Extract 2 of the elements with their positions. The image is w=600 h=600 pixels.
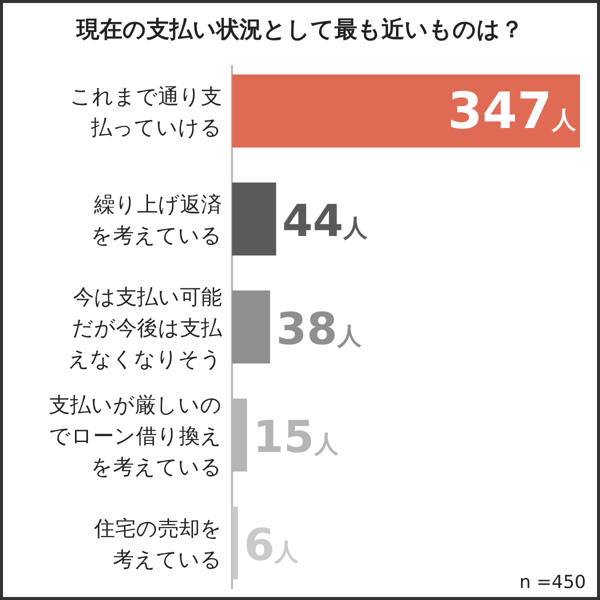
annotation: n =450	[519, 572, 586, 593]
title: 現在の支払い状況として最も近いものは？	[76, 17, 524, 43]
